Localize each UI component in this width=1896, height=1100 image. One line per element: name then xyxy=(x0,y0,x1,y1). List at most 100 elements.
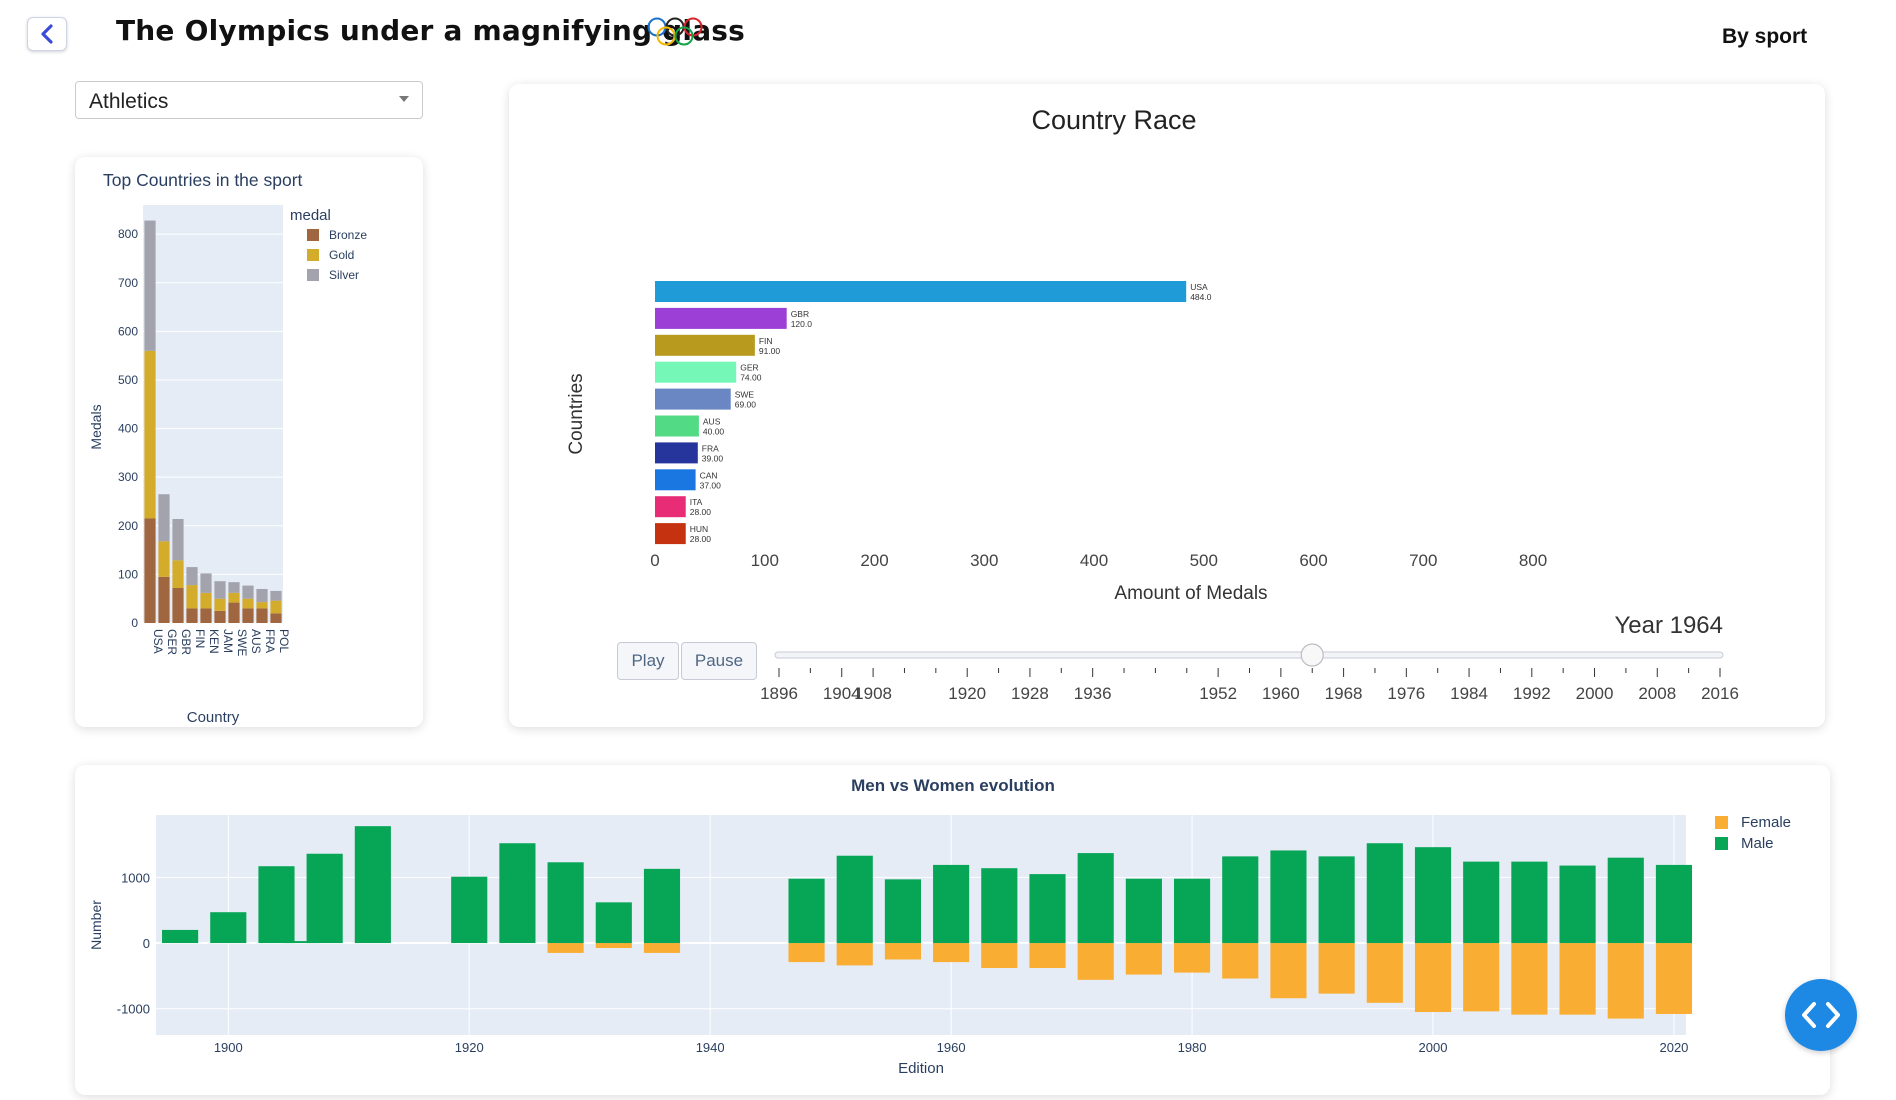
gender-bar-female[interactable] xyxy=(1125,943,1162,975)
gender-bar-male[interactable] xyxy=(836,855,873,944)
top-countries-bar-silver[interactable] xyxy=(242,585,254,599)
top-countries-bar-silver[interactable] xyxy=(200,573,212,593)
legend-swatch-female[interactable] xyxy=(1715,816,1728,829)
top-countries-bar-bronze[interactable] xyxy=(144,518,156,624)
by-sport-link[interactable]: By sport xyxy=(1722,25,1808,48)
year-slider-handle[interactable] xyxy=(1300,643,1324,667)
top-countries-bar-silver[interactable] xyxy=(158,494,170,542)
legend-label-male[interactable]: Male xyxy=(1741,835,1774,852)
gender-bar-male[interactable] xyxy=(1463,861,1500,944)
gender-bar-female[interactable] xyxy=(1222,943,1259,979)
top-countries-bar-gold[interactable] xyxy=(270,600,282,614)
race-bar-hun[interactable] xyxy=(655,523,686,545)
gender-bar-female[interactable] xyxy=(1559,943,1596,1015)
top-countries-bar-silver[interactable] xyxy=(228,582,240,593)
legend-label-silver[interactable]: Silver xyxy=(329,268,359,282)
gender-bar-female[interactable] xyxy=(1077,943,1114,980)
sport-select[interactable]: Athletics xyxy=(75,81,423,119)
gender-bar-female[interactable] xyxy=(1318,943,1355,994)
gender-bar-male[interactable] xyxy=(1077,853,1114,944)
top-countries-bar-silver[interactable] xyxy=(144,220,156,351)
gender-bar-male[interactable] xyxy=(1511,861,1548,944)
gender-bar-female[interactable] xyxy=(884,943,921,960)
gender-bar-male[interactable] xyxy=(884,879,921,944)
race-bar-swe[interactable] xyxy=(655,388,731,410)
top-countries-bar-gold[interactable] xyxy=(242,598,254,609)
legend-swatch-male[interactable] xyxy=(1715,837,1728,850)
gender-bar-male[interactable] xyxy=(210,912,247,944)
back-button[interactable] xyxy=(27,17,67,51)
gender-bar-female[interactable] xyxy=(933,943,970,963)
code-toggle-button[interactable] xyxy=(1785,979,1857,1051)
gender-bar-male[interactable] xyxy=(981,868,1018,944)
top-countries-bar-bronze[interactable] xyxy=(186,608,198,623)
gender-bar-male[interactable] xyxy=(1173,878,1211,944)
year-slider-label[interactable]: 1920 xyxy=(948,684,986,703)
top-countries-bar-gold[interactable] xyxy=(214,598,226,611)
top-countries-bar-gold[interactable] xyxy=(172,560,184,589)
gender-bar-female[interactable] xyxy=(643,943,681,953)
gender-bar-male[interactable] xyxy=(354,826,391,944)
race-bar-fra[interactable] xyxy=(655,442,698,464)
top-countries-bar-gold[interactable] xyxy=(158,541,170,577)
gender-bar-male[interactable] xyxy=(1366,843,1403,944)
legend-swatch-gold[interactable] xyxy=(307,249,319,261)
race-bar-ger[interactable] xyxy=(655,361,737,383)
top-countries-bar-bronze[interactable] xyxy=(214,610,226,623)
top-countries-bar-bronze[interactable] xyxy=(256,608,268,623)
legend-label-bronze[interactable]: Bronze xyxy=(329,228,367,242)
gender-bar-male[interactable] xyxy=(788,878,825,944)
race-bar-ita[interactable] xyxy=(655,496,686,518)
gender-bar-male[interactable] xyxy=(306,853,343,944)
gender-bar-male[interactable] xyxy=(162,929,199,944)
gender-bar-male[interactable] xyxy=(1607,857,1644,944)
race-bar-usa[interactable] xyxy=(655,281,1187,302)
gender-bar-female[interactable] xyxy=(1463,943,1500,1012)
gender-bar-male[interactable] xyxy=(1655,864,1693,944)
gender-bar-male[interactable] xyxy=(282,941,319,944)
gender-bar-male[interactable] xyxy=(258,866,295,944)
gender-bar-female[interactable] xyxy=(981,943,1018,969)
legend-swatch-silver[interactable] xyxy=(307,269,319,281)
top-countries-bar-silver[interactable] xyxy=(214,581,226,599)
gender-bar-female[interactable] xyxy=(836,943,873,966)
year-slider-label[interactable]: 1992 xyxy=(1513,684,1551,703)
gender-bar-female[interactable] xyxy=(1414,943,1452,1013)
year-slider-label[interactable]: 1960 xyxy=(1262,684,1300,703)
top-countries-bar-gold[interactable] xyxy=(256,602,268,609)
top-countries-bar-silver[interactable] xyxy=(172,518,184,561)
year-slider-label[interactable]: 1976 xyxy=(1387,684,1425,703)
gender-bar-male[interactable] xyxy=(499,843,536,944)
race-bar-fin[interactable] xyxy=(655,334,755,356)
gender-bar-male[interactable] xyxy=(1414,847,1452,944)
gender-bar-male[interactable] xyxy=(933,864,970,944)
gender-bar-male[interactable] xyxy=(1125,878,1162,944)
race-bar-aus[interactable] xyxy=(655,415,699,437)
pause-button[interactable]: Pause xyxy=(681,642,757,680)
gender-bar-female[interactable] xyxy=(1029,943,1066,969)
year-slider-label[interactable]: 1984 xyxy=(1450,684,1488,703)
gender-bar-female[interactable] xyxy=(595,943,632,948)
legend-swatch-bronze[interactable] xyxy=(307,229,319,241)
year-slider-label[interactable]: 1896 xyxy=(760,684,798,703)
gender-bar-male[interactable] xyxy=(1222,856,1259,944)
top-countries-bar-gold[interactable] xyxy=(228,592,240,603)
top-countries-bar-bronze[interactable] xyxy=(200,608,212,623)
gender-bar-male[interactable] xyxy=(595,902,632,944)
year-slider-label[interactable]: 1952 xyxy=(1199,684,1237,703)
gender-bar-male[interactable] xyxy=(643,868,681,944)
gender-bar-female[interactable] xyxy=(1511,943,1548,1015)
top-countries-bar-gold[interactable] xyxy=(200,592,212,609)
gender-bar-male[interactable] xyxy=(1270,850,1307,944)
year-slider-label[interactable]: 1904 xyxy=(823,684,861,703)
gender-bar-female[interactable] xyxy=(788,943,825,963)
play-button[interactable]: Play xyxy=(617,642,679,680)
year-slider-track[interactable] xyxy=(774,651,1724,659)
year-slider-label[interactable]: 1928 xyxy=(1011,684,1049,703)
top-countries-bar-silver[interactable] xyxy=(186,567,198,586)
top-countries-bar-bronze[interactable] xyxy=(158,576,170,623)
top-countries-bar-bronze[interactable] xyxy=(228,602,240,623)
gender-bar-male[interactable] xyxy=(1029,874,1066,944)
year-slider-label[interactable]: 1908 xyxy=(854,684,892,703)
gender-bar-female[interactable] xyxy=(1607,943,1644,1019)
